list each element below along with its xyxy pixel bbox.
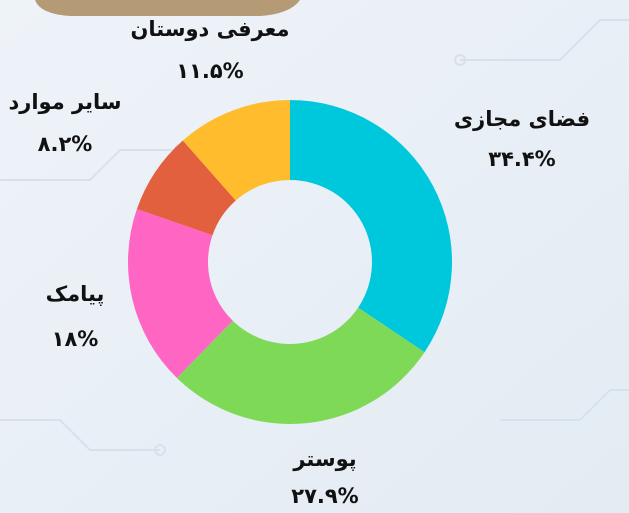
category-label: سایر موارد [8, 90, 121, 114]
donut-slice [136, 140, 236, 236]
category-label: پیامک [46, 282, 105, 306]
top-photo [35, 0, 300, 16]
value-label: ۱۱.۵% [176, 59, 243, 83]
category-label: فضای مجازی [454, 107, 590, 131]
category-label: معرفی دوستان [130, 17, 289, 41]
category-label: پوستر [292, 447, 356, 471]
value-label: ۱۸% [52, 327, 99, 351]
donut-slice [176, 307, 425, 425]
value-label: ۳۴.۴% [488, 147, 555, 171]
value-label: ۸.۲% [38, 132, 93, 156]
donut-slice [128, 209, 233, 378]
donut-slice [290, 100, 452, 353]
donut-slice [182, 100, 290, 201]
value-label: ۲۷.۹% [291, 484, 358, 508]
